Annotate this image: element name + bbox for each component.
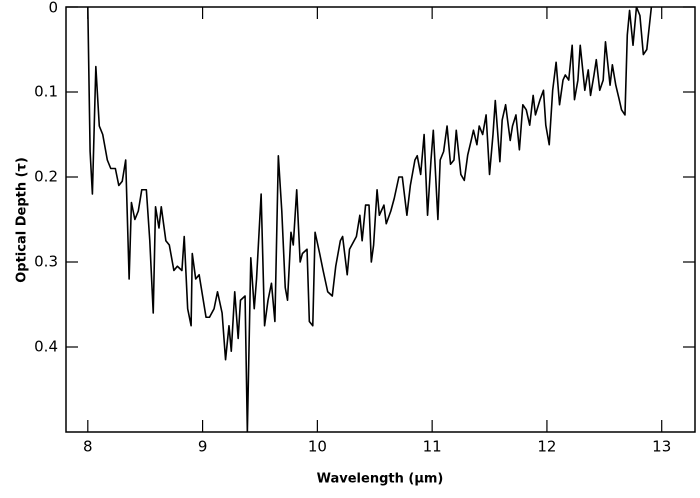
x-tick-label: 10 — [308, 438, 327, 456]
plot-frame — [65, 6, 696, 433]
x-tick-label: 8 — [83, 438, 93, 456]
data-line — [87, 7, 653, 432]
y-axis-label: Optical Depth (τ) — [15, 157, 30, 283]
x-tick-label: 9 — [198, 438, 208, 456]
y-tick-label: 0.3 — [34, 253, 58, 271]
y-tick-label: 0.1 — [34, 83, 58, 101]
x-tick-label: 13 — [652, 438, 671, 456]
y-tick-label: 0.4 — [34, 338, 58, 356]
x-tick-label: 12 — [537, 438, 556, 456]
x-axis-label: Wavelength (μm) — [317, 472, 444, 487]
x-tick-label: 11 — [423, 438, 442, 456]
y-tick-label: 0 — [48, 0, 58, 17]
y-tick-label: 0.2 — [34, 168, 58, 186]
